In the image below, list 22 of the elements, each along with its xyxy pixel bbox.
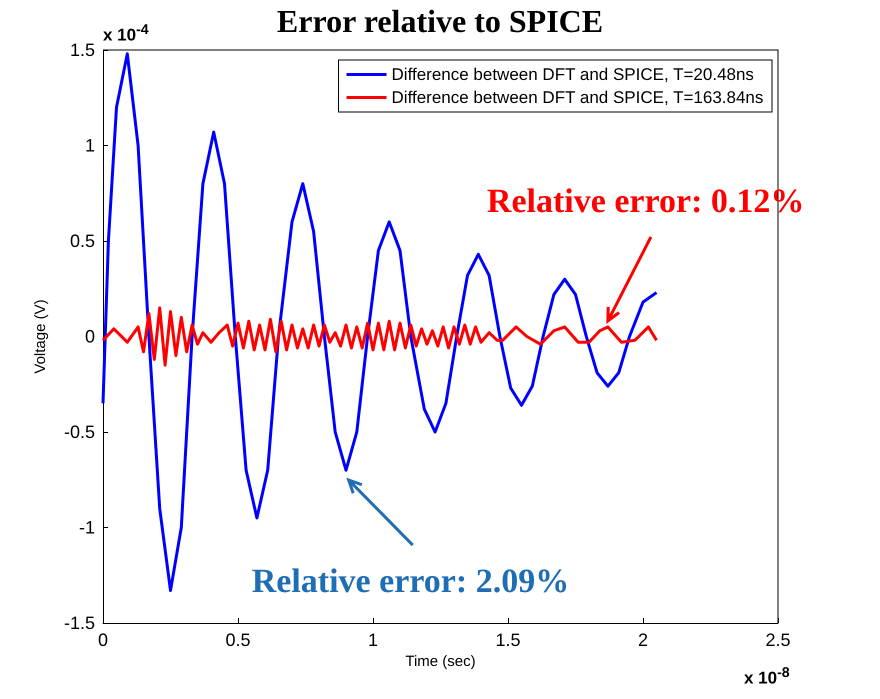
y-tick-label: -1.5 — [64, 613, 95, 633]
x-tick-label: 1 — [368, 630, 378, 650]
text: x 10$^{-8}$ — [744, 665, 790, 689]
y-tick-label: 1 — [84, 136, 95, 156]
x-tick-label: 1.5 — [495, 630, 521, 650]
y-tick-label: -0.5 — [64, 422, 95, 442]
annotation: Relative error: 2.09% — [252, 563, 570, 602]
text: x 10$^{-4}$ — [103, 22, 149, 46]
x-axis-title: Time (sec) — [405, 652, 476, 670]
legend-label: Difference between DFT and SPICE, T=163.84ns — [392, 88, 764, 107]
y-axis-title: Voltage (V) — [32, 299, 49, 374]
y-tick-label: 1.5 — [70, 40, 95, 60]
y-tick-label: -1 — [78, 518, 95, 538]
legend-label: Difference between DFT and SPICE, T=20.48ns — [392, 65, 754, 84]
y-tick-label: 0 — [84, 326, 95, 346]
x-tick-label: 0 — [98, 630, 108, 650]
x-tick-label: 2.5 — [765, 630, 791, 650]
line-series — [102, 306, 658, 367]
x-tick-label: 2 — [638, 630, 648, 650]
y-tick-label: 0.5 — [70, 231, 95, 251]
chart-title: Error relative to SPICE — [276, 3, 604, 39]
x-tick-label: 0.5 — [225, 630, 251, 650]
